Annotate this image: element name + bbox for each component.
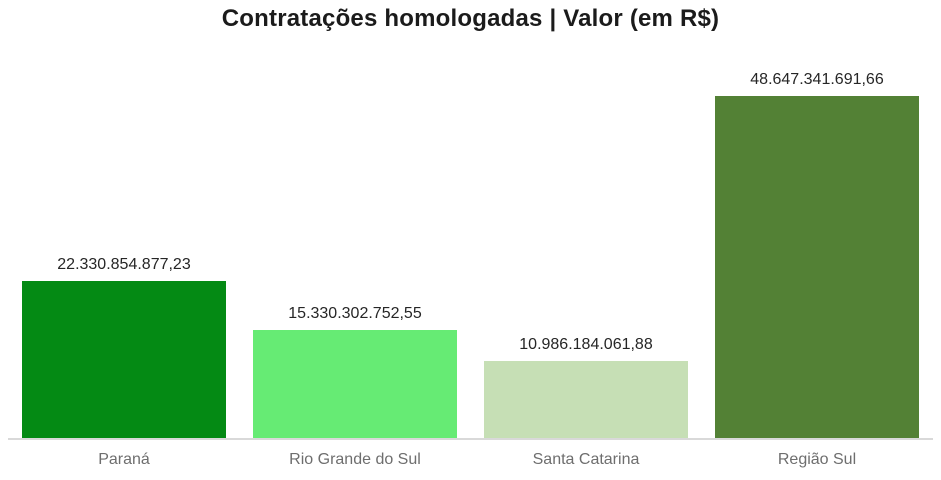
category-label-santa-catarina: Santa Catarina [532, 451, 640, 468]
bar-parana[interactable] [22, 281, 226, 438]
x-axis-labels: Paraná Rio Grande do Sul Santa Catarina … [8, 451, 933, 469]
category-label-rio-grande-do-sul: Rio Grande do Sul [289, 451, 421, 468]
bar-regiao-sul[interactable] [715, 96, 919, 438]
bar-value-label: 15.330.302.752,55 [288, 305, 422, 322]
chart-title: Contratações homologadas | Valor (em R$) [221, 5, 720, 32]
bar-group-parana: 22.330.854.877,23 [22, 256, 226, 438]
bar-santa-catarina[interactable] [484, 361, 688, 438]
category-label-regiao-sul: Região Sul [777, 451, 857, 468]
plot-area: 22.330.854.877,23 15.330.302.752,55 10.9… [8, 0, 933, 440]
bar-value-label: 22.330.854.877,23 [57, 256, 191, 273]
bar-value-label: 10.986.184.061,88 [519, 336, 653, 353]
bar-value-label: 48.647.341.691,66 [750, 71, 884, 88]
bar-rio-grande-do-sul[interactable] [253, 330, 457, 438]
bar-group-rio-grande-do-sul: 15.330.302.752,55 [253, 305, 457, 438]
bar-group-santa-catarina: 10.986.184.061,88 [484, 336, 688, 438]
category-label-parana: Paraná [98, 451, 150, 468]
bar-group-regiao-sul: 48.647.341.691,66 [715, 71, 919, 438]
